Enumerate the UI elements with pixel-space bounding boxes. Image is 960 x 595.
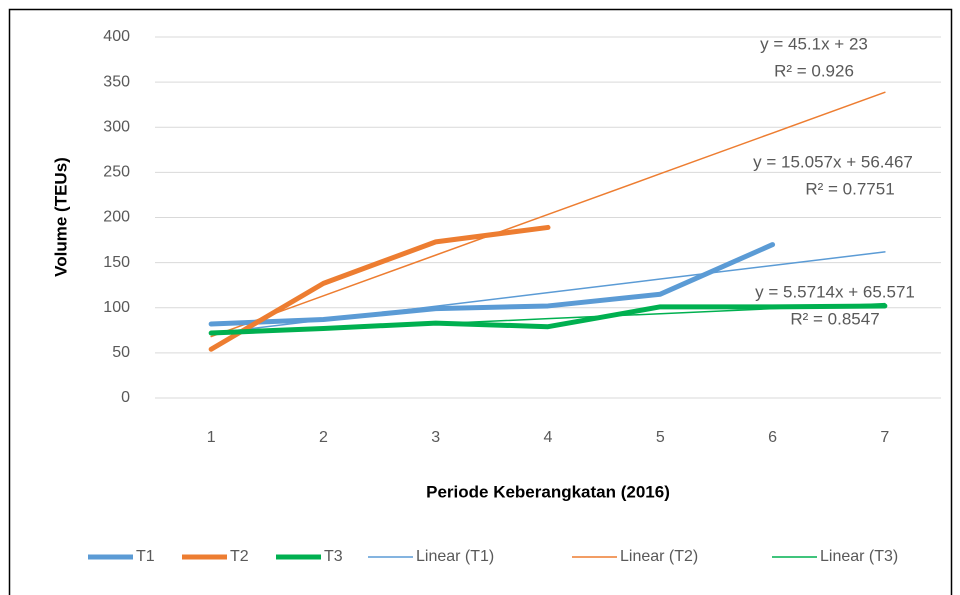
- x-tick-label: 5: [656, 429, 665, 446]
- x-tick-label: 7: [880, 429, 889, 446]
- trendline-equation: y = 45.1x + 23: [760, 34, 868, 53]
- y-tick-label: 0: [121, 389, 130, 406]
- x-tick-label: 1: [207, 429, 216, 446]
- trendline-equation: R² = 0.8547: [790, 309, 879, 328]
- legend-label: T2: [230, 548, 249, 565]
- x-tick-label: 3: [431, 429, 440, 446]
- y-tick-label: 300: [103, 118, 130, 135]
- legend-label: Linear (T3): [820, 548, 898, 565]
- x-tick-label: 4: [544, 429, 553, 446]
- legend-label: Linear (T2): [620, 548, 698, 565]
- y-tick-label: 200: [103, 209, 130, 226]
- y-tick-label: 250: [103, 164, 130, 181]
- trendline-equation: R² = 0.926: [774, 61, 854, 80]
- x-tick-label: 6: [768, 429, 777, 446]
- y-tick-label: 350: [103, 73, 130, 90]
- x-tick-label: 2: [319, 429, 328, 446]
- trendline: [210, 91, 886, 338]
- y-tick-label: 150: [103, 254, 130, 271]
- series-line: [208, 224, 551, 352]
- trendline-equation: R² = 0.7751: [805, 179, 894, 198]
- x-axis-title: Periode Keberangkatan (2016): [426, 482, 670, 501]
- legend-label: Linear (T1): [416, 548, 494, 565]
- chart-border: [8, 8, 953, 595]
- trendline-equation: y = 15.057x + 56.467: [753, 152, 913, 171]
- y-tick-label: 100: [103, 299, 130, 316]
- legend-label: T3: [324, 548, 343, 565]
- legend-label: T1: [136, 548, 155, 565]
- trendline-equation: y = 5.5714x + 65.571: [755, 282, 915, 301]
- y-tick-label: 50: [112, 344, 130, 361]
- series-line: [208, 303, 888, 336]
- y-tick-label: 400: [103, 28, 130, 45]
- series-line: [208, 242, 776, 327]
- y-axis-title: Volume (TEUs): [51, 157, 70, 277]
